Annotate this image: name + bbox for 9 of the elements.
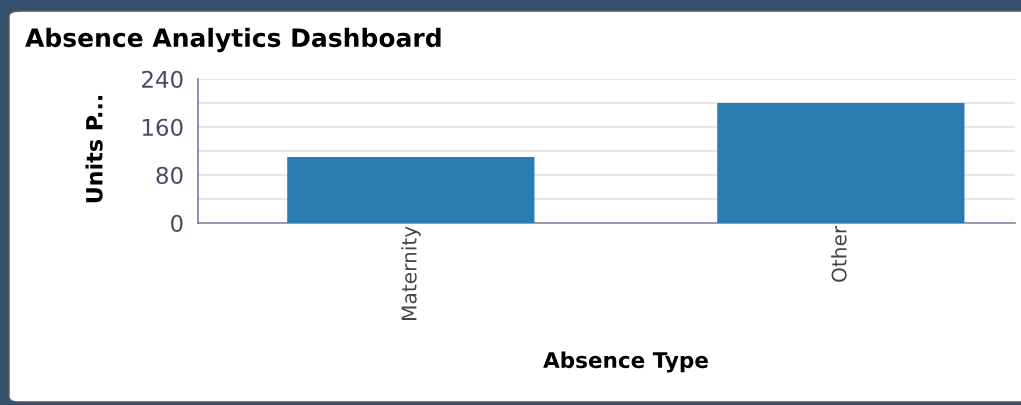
y-axis-title: Units P...	[85, 95, 103, 203]
x-tick-label: Other	[831, 225, 847, 282]
chart-title: Absence Analytics Dashboard	[25, 27, 441, 53]
x-tick-label: Maternity	[401, 226, 421, 320]
y-tick-label: 0	[171, 214, 183, 233]
y-tick-label: 160	[142, 118, 183, 137]
y-tick-label: 240	[142, 70, 183, 89]
y-tick-label: 80	[156, 166, 183, 185]
x-axis-title: Absence Type	[543, 351, 708, 373]
